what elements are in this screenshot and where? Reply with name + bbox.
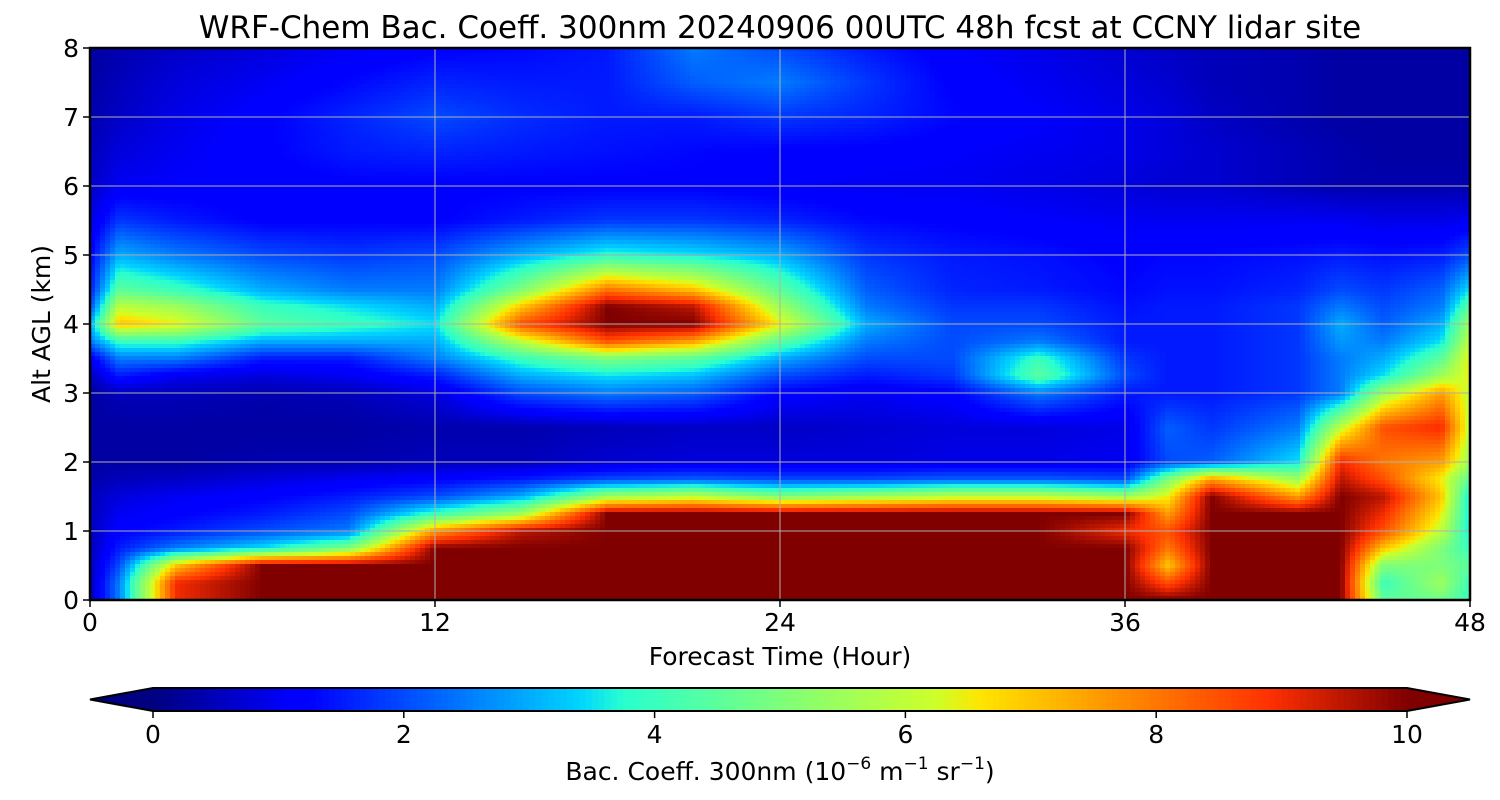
colorbar-tick-label-2: 4	[647, 720, 663, 749]
colorbar-label-exp-2: −1	[904, 754, 929, 774]
y-tick-label-2: 2	[63, 448, 79, 477]
x-tick-label-1: 12	[419, 608, 451, 637]
y-tick-label-8: 8	[63, 34, 79, 63]
y-axis-label: Alt AGL (km)	[27, 245, 56, 403]
colorbar-label-prefix: Bac. Coeff. 300nm (10	[565, 757, 846, 786]
y-tick-label-3: 3	[63, 379, 79, 408]
y-tick-label-1: 1	[63, 517, 79, 546]
y-tick-label-7: 7	[63, 103, 79, 132]
colorbar-label-exp-1: −6	[846, 754, 871, 774]
chart: WRF-Chem Bac. Coeff. 300nm 20240906 00UT…	[0, 0, 1500, 800]
colorbar-extend-min	[90, 688, 153, 711]
x-tick-label-0: 0	[82, 608, 98, 637]
colorbar-label-unit-sr: sr	[929, 757, 961, 786]
colorbar-tick-label-0: 0	[145, 720, 161, 749]
y-axis: 0 1 2 3 4 5 6 7 8	[63, 34, 90, 615]
colorbar-ticks: 0 2 4 6 8 10	[145, 711, 1423, 749]
colorbar-tick-label-3: 6	[897, 720, 913, 749]
colorbar-extend-max	[1407, 688, 1470, 711]
x-axis: 0 12 24 36 48	[82, 600, 1486, 637]
colorbar-label-suffix: )	[985, 757, 995, 786]
y-tick-label-6: 6	[63, 172, 79, 201]
x-tick-label-3: 36	[1109, 608, 1141, 637]
colorbar-label-unit-m: m	[871, 757, 903, 786]
chart-title: WRF-Chem Bac. Coeff. 300nm 20240906 00UT…	[199, 10, 1362, 46]
y-tick-label-4: 4	[63, 310, 79, 339]
y-tick-label-5: 5	[63, 241, 79, 270]
colorbar-label-exp-3: −1	[960, 754, 985, 774]
colorbar-label: Bac. Coeff. 300nm (10−6 m−1 sr−1)	[565, 754, 994, 786]
colorbar-tick-label-1: 2	[396, 720, 412, 749]
colorbar-tick-label-5: 10	[1391, 720, 1423, 749]
colorbar	[90, 688, 1470, 711]
y-tick-label-0: 0	[63, 586, 79, 615]
colorbar-tick-label-4: 8	[1148, 720, 1164, 749]
x-tick-label-2: 24	[764, 608, 796, 637]
x-tick-label-4: 48	[1454, 608, 1486, 637]
x-axis-label: Forecast Time (Hour)	[649, 642, 912, 671]
